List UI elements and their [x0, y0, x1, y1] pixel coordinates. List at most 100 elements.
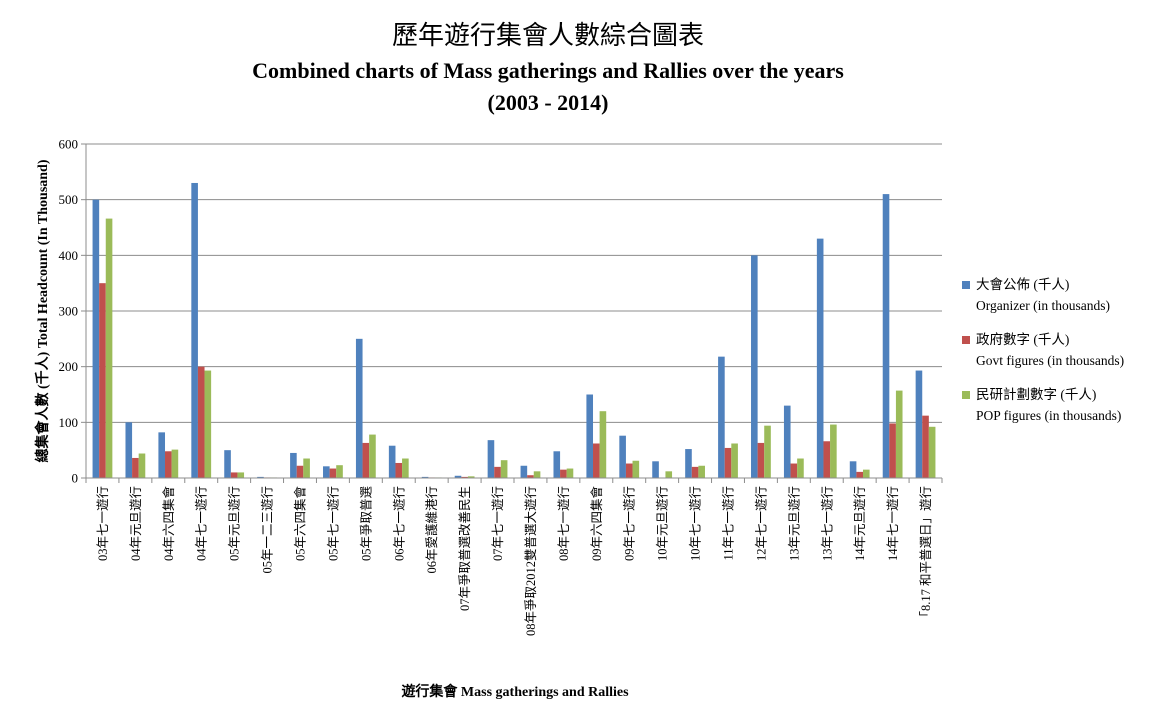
legend-label-en: Govt figures (in thousands) — [976, 353, 1124, 368]
bar — [889, 423, 896, 478]
bar — [125, 422, 133, 478]
x-tick-label: 10年元旦遊行 — [655, 486, 670, 561]
bar — [665, 471, 673, 478]
x-tick-label: 06年愛護維港行 — [424, 486, 439, 574]
bar — [915, 370, 923, 478]
bar — [882, 194, 890, 478]
x-tick-label: 04年六四集會 — [161, 486, 176, 562]
bar — [862, 469, 870, 478]
x-tick-label: 09年七一遊行 — [622, 486, 637, 561]
bars — [92, 182, 936, 479]
bar — [230, 472, 238, 478]
y-tick-label: 100 — [59, 415, 79, 430]
bar — [757, 442, 765, 478]
bar — [138, 453, 146, 478]
bar — [92, 199, 100, 479]
axes — [81, 143, 943, 483]
chart-title-zh: 歷年遊行集會人數綜合圖表 — [392, 21, 704, 50]
x-tick-label: 05年六四集會 — [293, 486, 308, 562]
legend-label: 民研計劃數字 (千人) — [976, 387, 1096, 402]
bar — [171, 449, 179, 478]
bar — [388, 445, 396, 478]
legend-swatch — [962, 391, 970, 399]
x-tick-label: 05年七一遊行 — [325, 486, 340, 561]
bar — [421, 476, 429, 478]
bar — [849, 461, 857, 478]
bar — [533, 471, 541, 478]
bar — [593, 443, 600, 478]
bar — [566, 468, 574, 478]
bar — [191, 182, 198, 478]
bar — [691, 466, 699, 478]
bar — [197, 366, 205, 478]
bar — [560, 469, 567, 478]
bar — [487, 440, 495, 478]
bar — [895, 390, 903, 478]
bar — [830, 424, 837, 478]
bar — [856, 471, 863, 478]
bar — [599, 411, 607, 478]
bar — [257, 476, 264, 478]
y-axis-title: 總集會人數 (千人) Total Headcount (In Thousand) — [34, 159, 51, 462]
x-tick-label: 14年七一遊行 — [885, 486, 900, 561]
bar — [355, 338, 363, 478]
bar — [165, 451, 172, 478]
bar — [731, 443, 738, 478]
bar — [724, 447, 732, 478]
bar — [323, 466, 330, 478]
bar — [625, 463, 633, 478]
bar — [237, 472, 245, 478]
bar — [204, 370, 212, 478]
bar — [494, 466, 501, 478]
bar — [553, 451, 561, 478]
legend: 大會公佈 (千人) Organizer (in thousands) 政府數字 (千… — [962, 276, 1124, 423]
bar — [698, 465, 705, 478]
bar — [816, 238, 824, 478]
bar — [685, 449, 692, 478]
x-tick-label: 10年七一遊行 — [688, 486, 703, 561]
x-tick-label: 08年爭取2012雙普選大遊行 — [523, 486, 538, 636]
bar — [751, 255, 758, 478]
chart-title-en: Combined charts of Mass gatherings and R… — [252, 58, 844, 83]
bar — [402, 458, 409, 478]
bar — [823, 441, 831, 478]
bar — [764, 425, 771, 478]
legend-swatch — [962, 281, 970, 289]
bar — [224, 450, 231, 478]
x-tick-label: 「8.17 和平普選日」遊行 — [918, 486, 933, 624]
legend-label: 政府數字 (千人) — [976, 332, 1069, 347]
bar — [290, 452, 297, 478]
y-tick-label: 400 — [59, 248, 79, 263]
legend-label-en: Organizer (in thousands) — [976, 298, 1110, 313]
bar — [105, 218, 113, 478]
bar — [336, 465, 343, 478]
bar — [296, 465, 304, 478]
legend-swatch — [962, 336, 970, 344]
bar — [520, 465, 528, 478]
y-tick-label: 300 — [59, 304, 79, 319]
legend-label-en: POP figures (in thousands) — [976, 408, 1121, 423]
y-tick-label: 0 — [72, 471, 79, 486]
bar — [395, 462, 403, 478]
x-tick-label: 11年七一遊行 — [721, 486, 736, 561]
x-tick-label: 05年元旦遊行 — [227, 486, 242, 561]
legend-label: 大會公佈 (千人) — [976, 276, 1069, 292]
bar — [928, 426, 936, 478]
bar — [922, 415, 929, 478]
x-tick-label: 08年七一遊行 — [556, 486, 571, 561]
bar — [619, 435, 626, 478]
bar — [369, 434, 376, 478]
bar — [527, 475, 534, 478]
bar — [632, 460, 640, 478]
bar — [362, 442, 370, 478]
bar — [586, 394, 594, 478]
x-tick-label: 14年元旦遊行 — [852, 486, 867, 561]
x-tick-label: 05年一二三遊行 — [260, 486, 275, 574]
gridlines — [86, 143, 942, 479]
bar — [652, 461, 659, 478]
bar — [783, 405, 791, 478]
bar — [500, 460, 508, 478]
x-tick-label: 07年七一遊行 — [490, 486, 505, 561]
